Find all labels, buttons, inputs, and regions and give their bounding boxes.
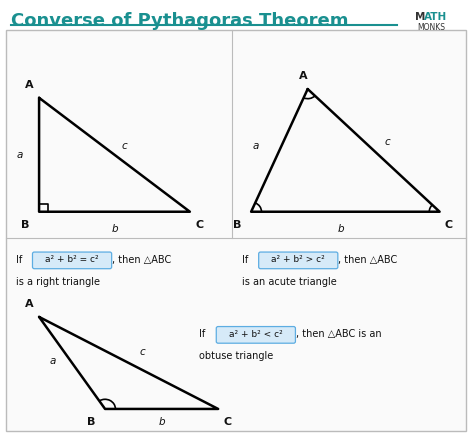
Text: A: A [299, 71, 307, 81]
Text: c: c [121, 141, 127, 151]
FancyBboxPatch shape [33, 252, 112, 269]
Text: If: If [199, 329, 209, 340]
Text: B: B [233, 220, 241, 230]
Text: b: b [337, 224, 344, 234]
Text: a: a [253, 141, 259, 151]
FancyBboxPatch shape [216, 326, 295, 343]
Text: C: C [224, 417, 232, 427]
Text: , then △ABC: , then △ABC [338, 255, 398, 265]
Text: is a right triangle: is a right triangle [16, 277, 100, 287]
Text: a² + b² = c²: a² + b² = c² [45, 255, 99, 265]
Text: b: b [158, 417, 165, 427]
Text: C: C [445, 220, 453, 230]
Text: M: M [415, 12, 426, 22]
Text: A: A [25, 80, 34, 90]
Text: , then △ABC: , then △ABC [112, 255, 172, 265]
FancyBboxPatch shape [6, 30, 465, 431]
Text: b: b [111, 224, 118, 234]
Text: a: a [17, 150, 23, 160]
Text: a² + b² < c²: a² + b² < c² [229, 330, 283, 339]
Text: If: If [242, 255, 251, 265]
Text: C: C [195, 220, 203, 230]
Text: B: B [87, 417, 95, 427]
Text: B: B [21, 220, 29, 230]
Text: ATH: ATH [424, 12, 447, 22]
FancyBboxPatch shape [259, 252, 338, 269]
Text: obtuse triangle: obtuse triangle [199, 351, 273, 361]
Text: c: c [140, 347, 146, 357]
Text: a: a [50, 356, 56, 366]
Text: If: If [16, 255, 25, 265]
Text: a² + b² > c²: a² + b² > c² [272, 255, 325, 265]
Text: A: A [25, 299, 34, 309]
Text: , then △ABC is an: , then △ABC is an [296, 329, 382, 340]
Text: c: c [385, 137, 391, 146]
Text: MONKS: MONKS [417, 23, 445, 32]
Text: is an acute triangle: is an acute triangle [242, 277, 337, 287]
Text: Converse of Pythagoras Theorem: Converse of Pythagoras Theorem [11, 12, 348, 30]
